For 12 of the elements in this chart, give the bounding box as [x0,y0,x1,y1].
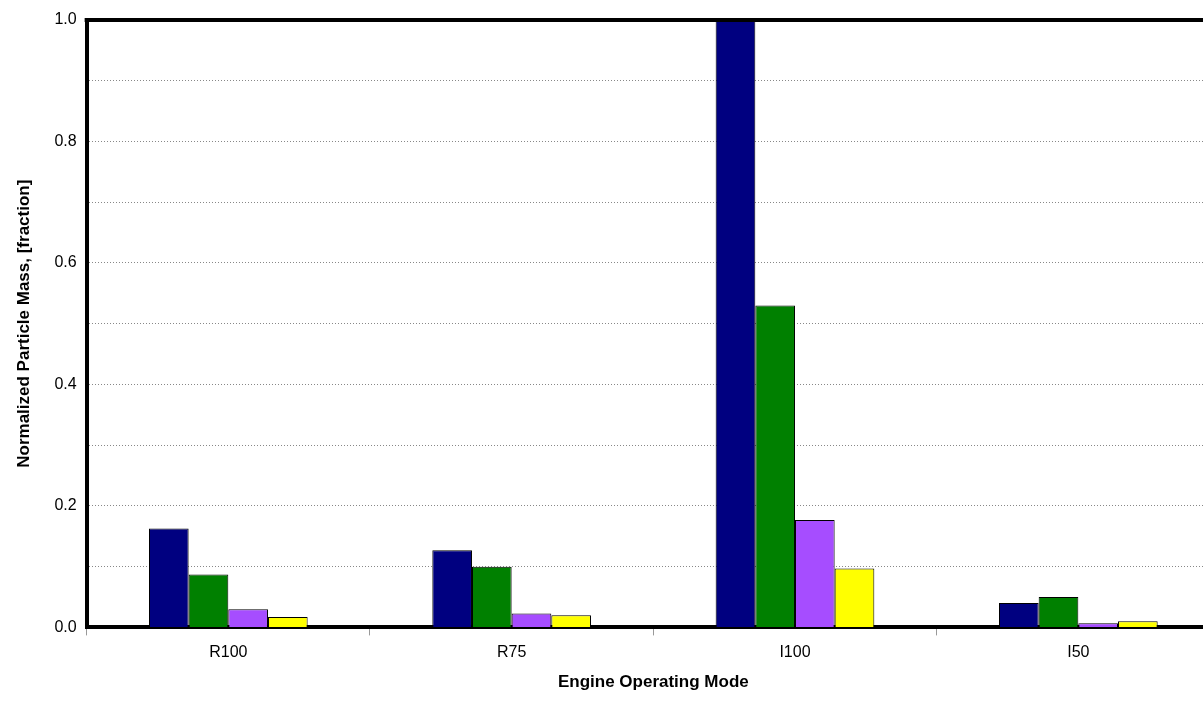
y-tick-label: 1.0 [54,10,77,28]
y-tick-label: 0.0 [54,617,77,635]
y-tick-label: 0.2 [54,496,77,514]
x-tick-label: I100 [779,643,811,661]
x-axis-title: Engine Operating Mode [557,672,749,692]
y-tick-label: 0.4 [54,374,77,392]
x-tick-label: I50 [1067,643,1090,661]
y-axis-title: Normalized Particle Mass, [fraction] [13,179,33,468]
x-tick-label: R100 [209,643,248,661]
x-tick-label: R75 [496,643,527,661]
y-tick-label: 0.6 [54,253,77,271]
y-tick-label: 0.8 [54,131,77,149]
